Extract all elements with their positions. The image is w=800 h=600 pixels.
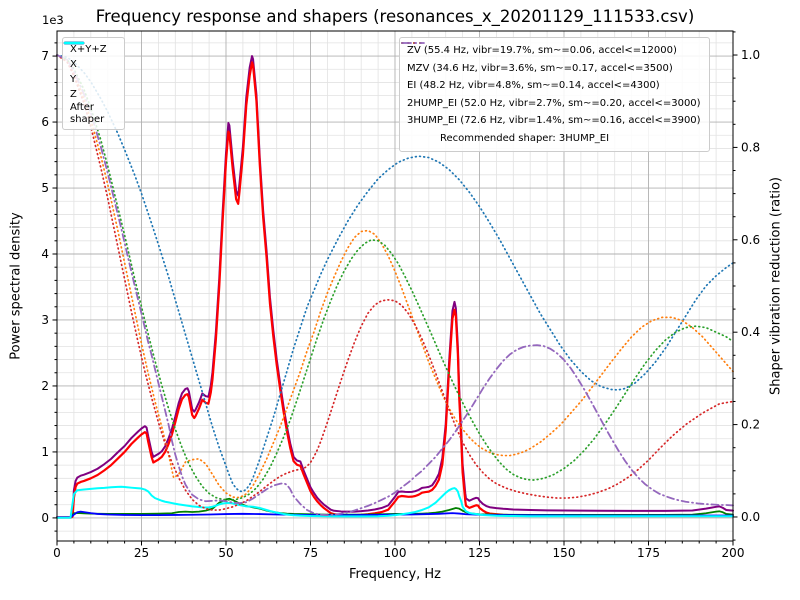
- legend-recommendation: Recommended shaper: 3HUMP_EI: [407, 130, 701, 148]
- legend-item: X: [63, 41, 116, 72]
- x-tick-label: 150: [553, 546, 576, 560]
- legend-label: Y: [70, 73, 77, 85]
- legend-label: MZV (34.6 Hz, vibr=3.6%, sm~=0.17, accel…: [407, 62, 673, 74]
- legend-label: ZV (55.4 Hz, vibr=19.7%, sm~=0.06, accel…: [407, 45, 677, 56]
- y-left-tick-label: 4: [41, 247, 49, 261]
- legend-label: 2HUMP_EI (52.0 Hz, vibr=2.7%, sm~=0.20, …: [407, 97, 701, 109]
- x-tick-label: 25: [134, 546, 149, 560]
- legend-line-swatch: [63, 41, 85, 45]
- grid-minor: [57, 31, 733, 541]
- y-left-axis-label: Power spectral density: [8, 212, 24, 360]
- y-left-tick-label: 5: [41, 181, 49, 195]
- axis-ticks: [52, 31, 738, 546]
- legend-note-text: Recommended shaper: 3HUMP_EI: [440, 132, 610, 144]
- x-tick-label: 125: [468, 546, 491, 560]
- series-zv: [56, 54, 734, 493]
- legend-label: X+Y+Z: [70, 43, 107, 55]
- series-3hump-ei: [56, 54, 734, 517]
- legend-item: MZV (34.6 Hz, vibr=3.6%, sm~=0.17, accel…: [401, 42, 701, 78]
- legend-label: X: [70, 58, 77, 70]
- legend-shapers: ZV (55.4 Hz, vibr=19.7%, sm~=0.06, accel…: [399, 37, 710, 152]
- y-right-tick-label: 0.2: [741, 418, 760, 432]
- y-left-tick-label: 7: [41, 49, 49, 63]
- legend-item: Z: [63, 41, 116, 102]
- legend-item: 2HUMP_EI (52.0 Hz, vibr=2.7%, sm~=0.20, …: [401, 42, 701, 113]
- legend-label: EI (48.2 Hz, vibr=4.8%, sm~=0.14, accel<…: [407, 80, 660, 91]
- x-tick-label: 50: [218, 546, 233, 560]
- x-tick-label: 75: [303, 546, 318, 560]
- x-axis-label: Frequency, Hz: [348, 567, 442, 582]
- legend-label: 3HUMP_EI (72.6 Hz, vibr=1.4%, sm~=0.16, …: [407, 115, 701, 126]
- x-tick-label: 175: [637, 546, 660, 560]
- y-right-tick-label: 0.4: [741, 325, 760, 339]
- y-left-tick-label: 1: [41, 445, 49, 459]
- series-x-y-z: [56, 55, 734, 519]
- y-left-tick-label: 6: [41, 115, 49, 129]
- legend-item: EI (48.2 Hz, vibr=4.8%, sm~=0.14, accel<…: [401, 42, 701, 95]
- x-tick-label: 0: [53, 546, 61, 560]
- legend-measured: X+Y+Z X Y Z After shaper: [62, 37, 125, 130]
- y-axis-offset-label: 1e3: [42, 13, 64, 27]
- legend-label: After shaper: [70, 102, 105, 125]
- series-2hump-ei: [56, 54, 734, 511]
- legend-dashdot-swatch: [401, 42, 425, 44]
- y-left-tick-label: 2: [41, 379, 49, 393]
- y-left-tick-label: 3: [41, 313, 49, 327]
- legend-label: Z: [70, 88, 77, 100]
- y-right-tick-label: 1.0: [741, 48, 760, 62]
- x-tick-label: 100: [384, 546, 407, 560]
- y-right-axis-label: Shaper vibration reduction (ratio): [768, 177, 784, 395]
- x-tick-label: 200: [722, 546, 745, 560]
- y-left-tick-label: 0: [41, 511, 49, 525]
- legend-item: ZV (55.4 Hz, vibr=19.7%, sm~=0.06, accel…: [401, 42, 701, 60]
- tick-labels: 0 25 50 75 100 125 150 175 200 0 1 2 3 4 5 6 7 0.0 0.2 0.4 0…: [41, 48, 760, 560]
- series-mzv: [56, 54, 734, 499]
- legend-item: After shaper: [63, 41, 116, 125]
- y-right-tick-label: 0.6: [741, 233, 760, 247]
- series-after-shaper: [56, 485, 734, 519]
- y-right-tick-label: 0.8: [741, 140, 760, 154]
- legend-item: Y: [63, 41, 116, 87]
- series-ei: [56, 54, 734, 501]
- y-right-tick-label: 0.0: [741, 510, 760, 524]
- legend-item: 3HUMP_EI (72.6 Hz, vibr=1.4%, sm~=0.16, …: [401, 42, 701, 130]
- chart-title: Frequency response and shapers (resonanc…: [95, 7, 695, 26]
